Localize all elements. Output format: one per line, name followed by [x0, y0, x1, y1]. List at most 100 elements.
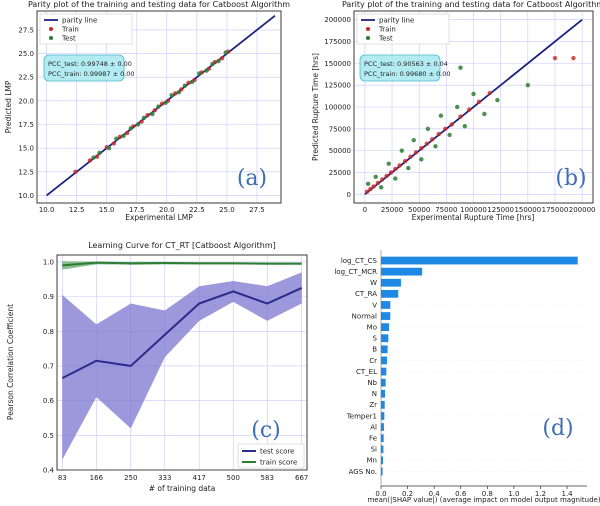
plot-d-bar [381, 289, 399, 298]
plot-d-bar [381, 334, 389, 343]
plot-b-ytick-label: 175000 [324, 38, 351, 46]
plot-d-category-label: W [370, 279, 377, 287]
plot-a-test-point [106, 145, 112, 151]
plot-b-test-point [495, 97, 500, 103]
plot-b-test-point [433, 144, 438, 149]
plot-a-train-point [139, 119, 144, 124]
plot-a-xtick-label: 22.5 [189, 206, 205, 214]
plot-a-border [36, 10, 282, 204]
plot-b-test-point [386, 161, 391, 166]
plot-a-train-point [87, 158, 93, 163]
plot-c-line-1 [62, 261, 302, 267]
plot-d-category-label: Zr [369, 401, 377, 409]
plot-a-ytick-label: 22.5 [18, 74, 34, 82]
plot-b-ytick-label: 100000 [324, 104, 351, 112]
plot-a-ylabel: Predicted LMP [4, 80, 13, 133]
plot-a-test-point [223, 50, 228, 55]
plot-b-test-point [373, 174, 378, 180]
plot-a-legend [39, 13, 133, 45]
plot-a-train-point [117, 134, 123, 139]
plot-b-train-point [397, 163, 402, 168]
plot-b-border [353, 10, 594, 204]
plot-c-xlabel: # of training data [149, 484, 216, 493]
plot-d-xtick-label: 1.2 [535, 490, 546, 498]
plot-d-category-label: S [373, 335, 378, 343]
plot-d-bar [381, 467, 383, 476]
plot-a-train-point [111, 141, 117, 146]
plot-b-train-point [487, 90, 492, 96]
plot-d-bar [381, 400, 385, 409]
plot-d-category-label: Al [370, 423, 377, 431]
plot-a-train-point [173, 91, 178, 96]
plot-b-train-point [449, 122, 454, 127]
plot-a-xlabel: Experimental LMP [125, 213, 193, 222]
plot-b-xtick-label: 125000 [487, 206, 514, 214]
plot-b-train-point [393, 166, 398, 172]
plot-a-test-point [197, 71, 202, 76]
plot-c-ytick-label: 0.4 [43, 467, 55, 475]
plot-b-test-point [458, 65, 463, 70]
plot-b-xtick-label: 75000 [435, 206, 457, 214]
plot-d-xlabel: mean(|SHAP value|) (average impact on mo… [367, 496, 600, 504]
plot-b-train-point [375, 180, 381, 186]
plot-c-ytick-label: 0.5 [43, 432, 54, 440]
plot-b-test-point [438, 113, 444, 118]
plot-b-ytick-label: 0 [347, 191, 351, 199]
plot-c-xtick-label: 500 [227, 474, 240, 482]
plot-b-legend-train: Train [378, 26, 396, 34]
plot-b-train-point [424, 141, 429, 146]
plot-a-ytick-label: 20.0 [18, 97, 34, 105]
plot-b-legend [356, 13, 450, 45]
plot-b-train-point [384, 173, 389, 179]
plot-d-bar [381, 256, 578, 265]
plot-d-category-label: Cr [369, 357, 377, 365]
plot-c-band-0 [62, 272, 302, 460]
plot-b-train-point [380, 177, 385, 182]
plot-a-train-point [124, 130, 130, 136]
plot-c-xtick-label: 250 [124, 474, 137, 482]
plot-a-ytick-label: 27.5 [18, 26, 34, 34]
plot-a-xtick-label: 27.5 [249, 206, 265, 214]
plot-d-category-label: N [372, 390, 377, 398]
plot-a-test-point [121, 133, 126, 139]
plot-a-pcc-box [43, 54, 125, 82]
plot-a-test-point [216, 58, 221, 64]
plot-b-xtick-label: 150000 [514, 206, 541, 214]
plot-c-ytick-label: 0.9 [43, 293, 54, 301]
plot-a-legend-train-swatch [49, 27, 53, 31]
plot-b-xtick-label: 175000 [542, 206, 569, 214]
plot-c-xtick-label: 83 [58, 474, 67, 482]
plot-d-category-label: V [372, 301, 377, 309]
plot-a-test-point [91, 155, 96, 160]
plot-c-title: Learning Curve for CT_RT [Catboost Algor… [88, 241, 276, 250]
plot-a-pcc-test: PCC_test: 0.99748 ± 0.00 [48, 60, 132, 68]
plot-d-category-label: Nb [367, 379, 377, 387]
plot-a-test-point [156, 104, 161, 109]
plot-b-test-point [378, 185, 384, 190]
plot-c-xtick-label: 166 [90, 474, 104, 482]
plot-b-test-point [471, 91, 476, 97]
plot-b-train-point [413, 150, 419, 155]
plot-c-xtick-label: 583 [261, 474, 274, 482]
plot-b-train-point [408, 154, 413, 159]
plot-b-title: Parity plot of the training and testing … [342, 0, 600, 9]
plot-b-xtick-label: 50000 [408, 206, 430, 214]
plot-b-legend-train-swatch [366, 27, 370, 31]
plot-a-ytick-label: 17.5 [18, 121, 34, 129]
plot-b-panel-label: (b) [555, 166, 586, 191]
plot-a-test-point [210, 61, 215, 67]
plot-a-xtick-label: 10.0 [39, 206, 55, 214]
plot-d-category-label: CT_RA [355, 290, 377, 298]
plot-d-bar [381, 312, 391, 320]
plot-a-legend-test-swatch [49, 36, 53, 40]
plot-b-train-point [466, 107, 472, 112]
plot-a-xtick-label: 17.5 [129, 206, 145, 214]
plot-b-pcc-box [359, 54, 441, 82]
plot-b-ytick-label: 50000 [329, 147, 351, 155]
plot-b-train-point [458, 114, 463, 119]
plot-d-xtick-label: 0.8 [482, 490, 493, 498]
plot-a-train-point [159, 101, 165, 106]
plot-a-panel-label: (a) [237, 166, 267, 191]
plot-d-bar [381, 267, 423, 276]
plot-a-test-point [204, 68, 209, 73]
